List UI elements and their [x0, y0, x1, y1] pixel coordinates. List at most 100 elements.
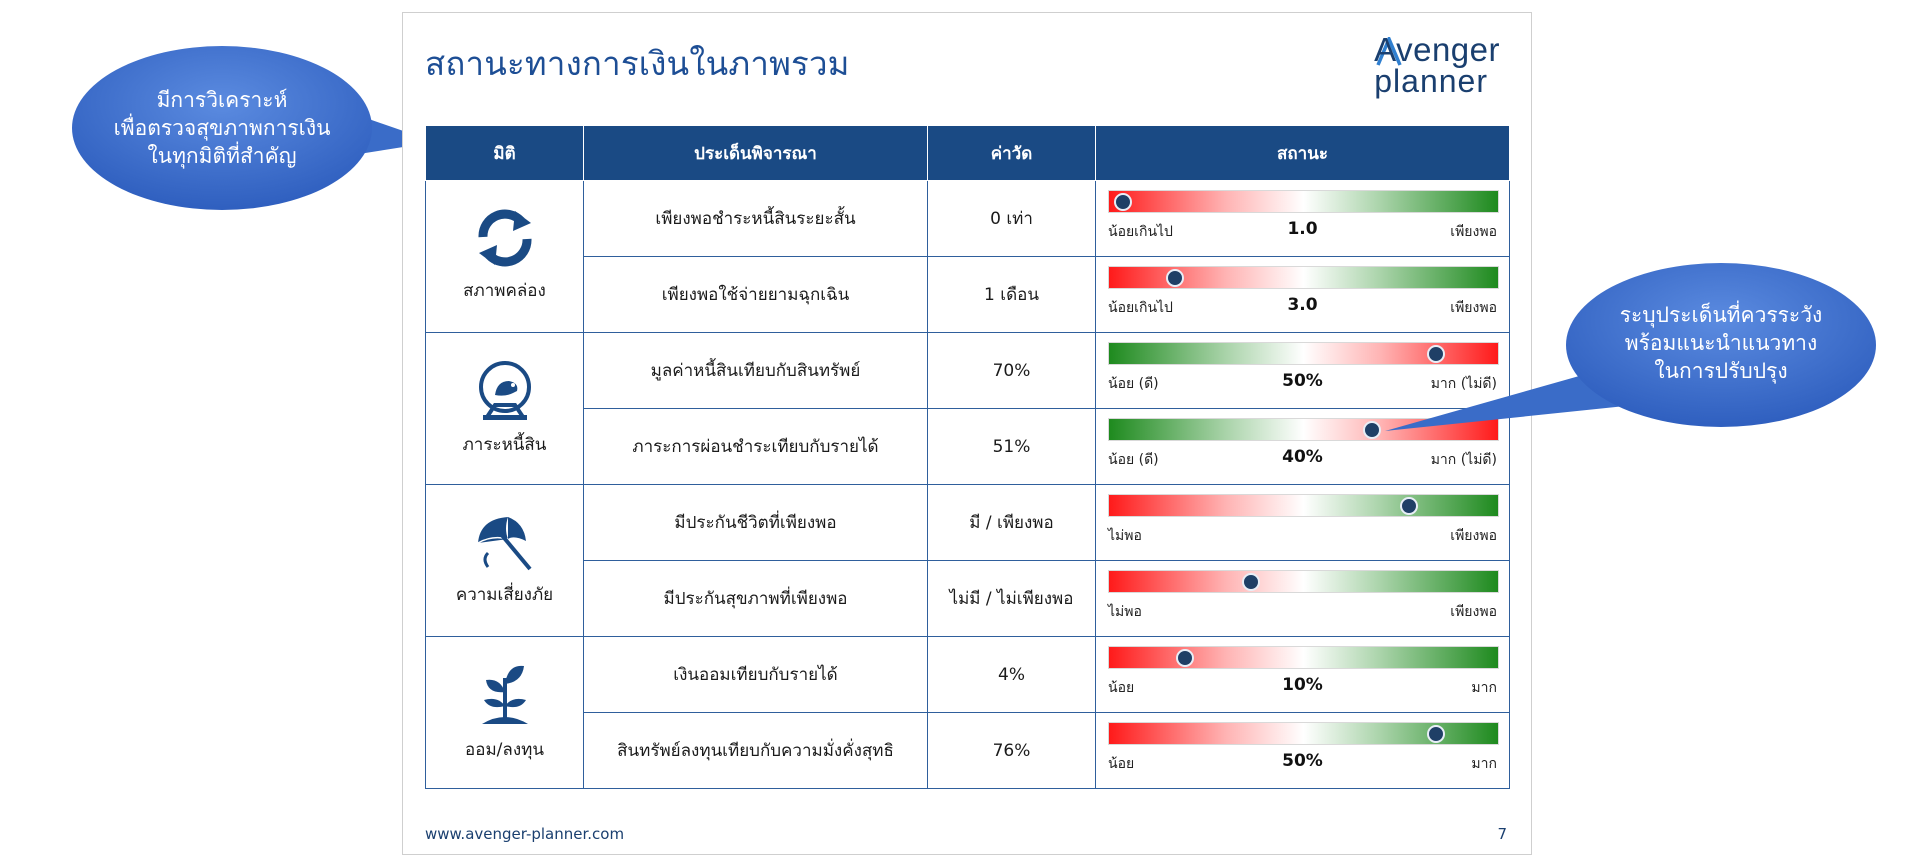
- gauge-benchmark: 10%: [1282, 675, 1323, 695]
- logo-line2: planner: [1374, 63, 1488, 99]
- status-cell: น้อย (ดี) 40% มาก (ไม่ดี): [1095, 408, 1510, 485]
- gauge-marker: [1166, 269, 1185, 287]
- table-row: ความเสี่ยงภัย มีประกันชีวิตที่เพียงพอ มี…: [425, 484, 1510, 637]
- callout-left-text: มีการวิเคราะห์ เพื่อตรวจสุขภาพการเงิน ในทุ…: [113, 88, 331, 168]
- topic-cell: มูลค่าหนี้สินเทียบกับสินทรัพย์: [583, 332, 928, 409]
- table-row: เพียงพอใช้จ่ายยามฉุกเฉิน 1 เดือน น้อยเกิ…: [426, 256, 1510, 333]
- measure-cell: 51%: [927, 408, 1096, 485]
- gauge-right-label: เพียงพอ: [1450, 604, 1497, 620]
- table-row: ออม/ลงทุน เงินออมเทียบกับรายได้ 4% น้อย …: [425, 636, 1510, 789]
- refresh-cycle-icon: [478, 209, 531, 267]
- dimension-saving: ออม/ลงทุน: [425, 636, 584, 789]
- status-gauge-bar: [1108, 722, 1499, 745]
- status-cell: น้อย (ดี) 50% มาก (ไม่ดี): [1095, 332, 1510, 409]
- status-gauge-bar: [1108, 418, 1499, 441]
- status-gauge-bar: [1108, 266, 1499, 289]
- gauge-left-label: น้อยเกินไป: [1108, 224, 1173, 240]
- status-gauge-bar: [1108, 570, 1499, 593]
- callout-left: มีการวิเคราะห์ เพื่อตรวจสุขภาพการเงิน ในทุ…: [70, 42, 435, 212]
- gauge-right-label: เพียงพอ: [1450, 300, 1497, 316]
- gauge-benchmark: 50%: [1282, 371, 1323, 391]
- gauge-marker: [1399, 497, 1418, 515]
- callout-right-text: ระบุประเด็นที่ควรระวัง พร้อมแนะนำแนวทาง ใน…: [1619, 303, 1823, 383]
- slide: สถานะทางการเงินในภาพรวม Avenger planner …: [402, 12, 1532, 855]
- measure-cell: 70%: [927, 332, 1096, 409]
- plant-sprout-icon: [481, 665, 528, 724]
- page-title: สถานะทางการเงินในภาพรวม: [425, 44, 850, 83]
- table-row: สินทรัพย์ลงทุนเทียบกับความมั่งคั่งสุทธิ …: [426, 712, 1510, 789]
- table-header-row: มิติ ประเด็นพิจารณา ค่าวัด สถานะ: [425, 125, 1510, 181]
- dimension-label: ออม/ลงทุน: [465, 740, 544, 760]
- table-row: มีประกันสุขภาพที่เพียงพอ ไม่มี / ไม่เพีย…: [426, 560, 1510, 637]
- gauge-marker: [1362, 421, 1381, 439]
- gauge-marker: [1426, 345, 1445, 363]
- gauge-left-label: ไม่พอ: [1108, 528, 1142, 544]
- topic-cell: ภาระการผ่อนชำระเทียบกับรายได้: [583, 408, 928, 485]
- status-gauge-bar: [1108, 646, 1499, 669]
- gauge-benchmark: 1.0: [1287, 219, 1318, 239]
- gauge-benchmark: 3.0: [1287, 295, 1318, 315]
- gauge-left-label: น้อย (ดี): [1108, 452, 1159, 468]
- status-cell: น้อย 50% มาก: [1095, 712, 1510, 789]
- callout-right-bubble: [1385, 263, 1876, 431]
- measure-cell: 1 เดือน: [927, 256, 1096, 333]
- status-gauge-bar: [1108, 190, 1499, 213]
- dimension-liquidity: สภาพคล่อง: [425, 180, 584, 333]
- logo-chevron-icon: [1376, 37, 1402, 66]
- header-measure: ค่าวัด: [927, 125, 1096, 181]
- measure-cell: 4%: [927, 636, 1096, 713]
- gauge-benchmark: 50%: [1282, 751, 1323, 771]
- gauge-left-label: ไม่พอ: [1108, 604, 1142, 620]
- dimension-label: สภาพคล่อง: [463, 281, 546, 301]
- measure-cell: มี / เพียงพอ: [927, 484, 1096, 561]
- table-row: ภาระหนี้สิน มูลค่าหนี้สินเทียบกับสินทรัพ…: [425, 332, 1510, 485]
- gauge-right-label: มาก: [1471, 756, 1497, 772]
- gauge-benchmark: 40%: [1282, 447, 1323, 467]
- gauge-marker: [1113, 193, 1132, 211]
- footer-url[interactable]: www.avenger-planner.com: [425, 825, 625, 843]
- measure-cell: ไม่มี / ไม่เพียงพอ: [927, 560, 1096, 637]
- topic-cell: เพียงพอชำระหนี้สินระยะสั้น: [583, 180, 928, 257]
- gauge-left-label: น้อย: [1108, 680, 1135, 696]
- avenger-planner-logo: Avenger planner: [1358, 29, 1518, 104]
- gauge-marker: [1241, 573, 1260, 591]
- status-cell: น้อยเกินไป 3.0 เพียงพอ: [1095, 256, 1510, 333]
- logo-line1: Avenger: [1374, 31, 1500, 68]
- status-table: มิติ ประเด็นพิจารณา ค่าวัด สถานะ สภาพคล่…: [425, 125, 1510, 789]
- dimension-risk: ความเสี่ยงภัย: [425, 484, 584, 637]
- gauge-right-label: มาก (ไม่ดี): [1430, 376, 1497, 392]
- status-cell: ไม่พอ เพียงพอ: [1095, 484, 1510, 561]
- gauge-marker: [1426, 725, 1445, 743]
- header-topic: ประเด็นพิจารณา: [583, 125, 928, 181]
- hamster-wheel-icon: [478, 361, 531, 420]
- status-cell: ไม่พอ เพียงพอ: [1095, 560, 1510, 637]
- topic-cell: มีประกันชีวิตที่เพียงพอ: [583, 484, 928, 561]
- header-dimension: มิติ: [425, 125, 584, 181]
- gauge-right-label: เพียงพอ: [1450, 528, 1497, 544]
- header-status: สถานะ: [1095, 125, 1510, 181]
- table-row: สภาพคล่อง เพียงพอชำระหนี้สินระยะสั้น 0 เ…: [425, 180, 1510, 333]
- umbrella-icon: [477, 517, 532, 571]
- status-gauge-bar: [1108, 342, 1499, 365]
- page-number: 7: [1497, 825, 1507, 843]
- measure-cell: 76%: [927, 712, 1096, 789]
- gauge-left-label: น้อย (ดี): [1108, 376, 1159, 392]
- topic-cell: เพียงพอใช้จ่ายยามฉุกเฉิน: [583, 256, 928, 333]
- status-cell: น้อย 10% มาก: [1095, 636, 1510, 713]
- gauge-right-label: เพียงพอ: [1450, 224, 1497, 240]
- dimension-label: ความเสี่ยงภัย: [455, 585, 554, 605]
- topic-cell: สินทรัพย์ลงทุนเทียบกับความมั่งคั่งสุทธิ: [583, 712, 928, 789]
- topic-cell: มีประกันสุขภาพที่เพียงพอ: [583, 560, 928, 637]
- status-cell: น้อยเกินไป 1.0 เพียงพอ: [1095, 180, 1510, 257]
- gauge-right-label: มาก: [1471, 680, 1497, 696]
- gauge-right-label: มาก (ไม่ดี): [1430, 452, 1497, 468]
- status-gauge-bar: [1108, 494, 1499, 517]
- gauge-left-label: น้อยเกินไป: [1108, 300, 1173, 316]
- topic-cell: เงินออมเทียบกับรายได้: [583, 636, 928, 713]
- measure-cell: 0 เท่า: [927, 180, 1096, 257]
- table-row: ภาระการผ่อนชำระเทียบกับรายได้ 51% น้อย (…: [426, 408, 1510, 485]
- dimension-label: ภาระหนี้สิน: [462, 435, 547, 455]
- callout-right: ระบุประเด็นที่ควรระวัง พร้อมแนะนำแนวทาง ใน…: [1385, 255, 1897, 495]
- gauge-marker: [1175, 649, 1194, 667]
- dimension-debt: ภาระหนี้สิน: [425, 332, 584, 485]
